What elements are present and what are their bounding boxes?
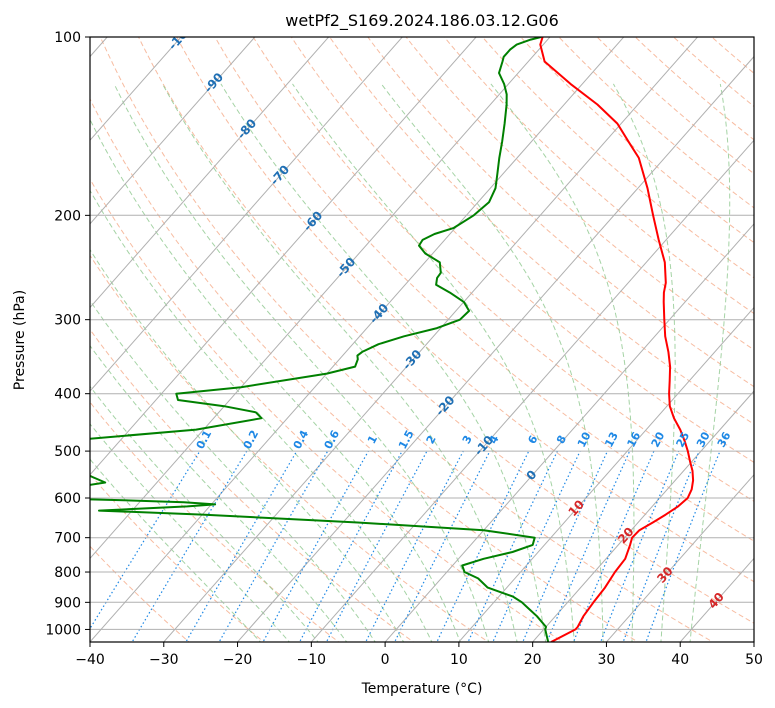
moist-adiabat-line bbox=[113, 83, 490, 642]
mixing-ratio-line bbox=[622, 450, 700, 642]
mixing-ratio-label: 30 bbox=[694, 430, 713, 450]
dry-adiabat-line bbox=[90, 328, 415, 642]
moist-adiabat-line bbox=[90, 458, 262, 642]
mixing-ratio-label: 25 bbox=[674, 430, 693, 450]
y-tick-label: 500 bbox=[54, 444, 81, 460]
dry-adiabat-line bbox=[481, 37, 754, 279]
y-axis-label: Pressure (hPa) bbox=[12, 290, 28, 390]
y-tick-label: 400 bbox=[54, 387, 81, 403]
isotherm-line bbox=[90, 37, 404, 392]
moist-adiabat-line bbox=[612, 83, 676, 642]
isotherm-line bbox=[458, 306, 754, 642]
mixing-ratio-line bbox=[90, 450, 201, 630]
moist-adiabat-line bbox=[90, 248, 405, 642]
y-tick-label: 1000 bbox=[45, 622, 81, 638]
moist-adiabat-line bbox=[90, 189, 433, 642]
dry-adiabat-line bbox=[634, 37, 754, 141]
moist-adiabat-line bbox=[90, 385, 319, 642]
isotherm-line bbox=[384, 223, 754, 642]
x-tick-label: 10 bbox=[450, 652, 468, 668]
mixing-ratio-line bbox=[298, 450, 403, 642]
dry-adiabat-line bbox=[90, 254, 490, 642]
mixing-ratio-line bbox=[522, 450, 609, 642]
x-tick-label: −10 bbox=[297, 652, 327, 668]
x-tick-label: 20 bbox=[524, 652, 542, 668]
dewpoint-profile-line bbox=[90, 37, 542, 440]
mixing-ratio-line bbox=[218, 450, 329, 642]
mixing-ratio-line bbox=[365, 450, 464, 642]
dewpoint-profile-line bbox=[90, 474, 550, 642]
x-tick-label: 50 bbox=[745, 652, 763, 668]
dry-adiabat-line bbox=[290, 37, 754, 463]
mixing-ratio-line bbox=[185, 450, 298, 642]
mixing-ratio-line bbox=[325, 450, 428, 642]
dry-adiabat-line bbox=[90, 401, 340, 642]
moist-adiabat-line bbox=[292, 83, 575, 642]
mixing-ratio-label: 13 bbox=[602, 430, 621, 450]
moist-adiabat-line bbox=[162, 83, 518, 642]
y-tick-label: 700 bbox=[54, 531, 81, 547]
x-axis-label: Temperature (°C) bbox=[361, 681, 483, 697]
y-tick-label: 300 bbox=[54, 313, 81, 329]
dry-adiabat-line bbox=[252, 37, 754, 502]
dry-adiabat-line bbox=[90, 97, 639, 642]
isotherm-line bbox=[310, 139, 754, 642]
moist-adiabat-line bbox=[90, 118, 461, 642]
isotherm-line bbox=[90, 37, 182, 141]
moist-adiabat-line bbox=[90, 299, 376, 642]
moist-adiabat-line bbox=[689, 83, 731, 642]
mixing-ratio-label: 16 bbox=[625, 430, 644, 450]
temperature-profile-line bbox=[539, 37, 695, 642]
plot-frame bbox=[89, 36, 755, 643]
mixing-ratio-line bbox=[492, 450, 581, 642]
isotherm-line bbox=[236, 55, 754, 642]
mixing-ratio-line bbox=[131, 450, 248, 642]
x-tick-label: −40 bbox=[75, 652, 105, 668]
y-tick-label: 100 bbox=[54, 30, 81, 46]
moist-adiabat-line bbox=[490, 83, 635, 642]
isotherm-line bbox=[90, 37, 330, 309]
x-tick-label: −20 bbox=[223, 652, 253, 668]
x-tick-label: 0 bbox=[381, 652, 390, 668]
mixing-ratio-line bbox=[572, 450, 655, 642]
dry-adiabat-line bbox=[90, 473, 265, 642]
dry-adiabat-line bbox=[596, 37, 754, 175]
y-tick-label: 800 bbox=[54, 565, 81, 581]
mixing-ratio-label: 36 bbox=[715, 430, 734, 450]
isotherm-line bbox=[90, 37, 625, 642]
dry-adiabat-line bbox=[329, 37, 754, 425]
x-tick-label: 30 bbox=[598, 652, 616, 668]
isotherm-line bbox=[90, 37, 551, 560]
y-tick-label: 900 bbox=[54, 595, 81, 611]
x-tick-label: −30 bbox=[149, 652, 179, 668]
moist-adiabat-line bbox=[90, 344, 348, 642]
dry-adiabat-line bbox=[137, 37, 754, 624]
dry-adiabat-line bbox=[214, 37, 754, 542]
mixing-ratio-label: 10 bbox=[575, 430, 594, 450]
mixing-ratio-line bbox=[262, 450, 369, 642]
mixing-ratio-label: 20 bbox=[649, 430, 668, 450]
isotherm-line bbox=[90, 37, 477, 476]
chart-title: wetPf2_S169.2024.186.03.12.G06 bbox=[285, 11, 559, 31]
mixing-ratio-line bbox=[645, 450, 721, 642]
mixing-ratio-line bbox=[546, 450, 631, 642]
isotherm-line bbox=[531, 390, 754, 642]
dry-adiabat-line bbox=[558, 37, 754, 209]
isotherm-line bbox=[90, 37, 256, 225]
isotherm-line bbox=[605, 473, 754, 642]
y-tick-label: 200 bbox=[54, 208, 81, 224]
dry-adiabat-line bbox=[90, 178, 564, 642]
dry-adiabat-line bbox=[99, 37, 714, 642]
isotherm-line bbox=[163, 37, 699, 642]
x-tick-label: 40 bbox=[671, 652, 689, 668]
y-tick-label: 600 bbox=[54, 491, 81, 507]
